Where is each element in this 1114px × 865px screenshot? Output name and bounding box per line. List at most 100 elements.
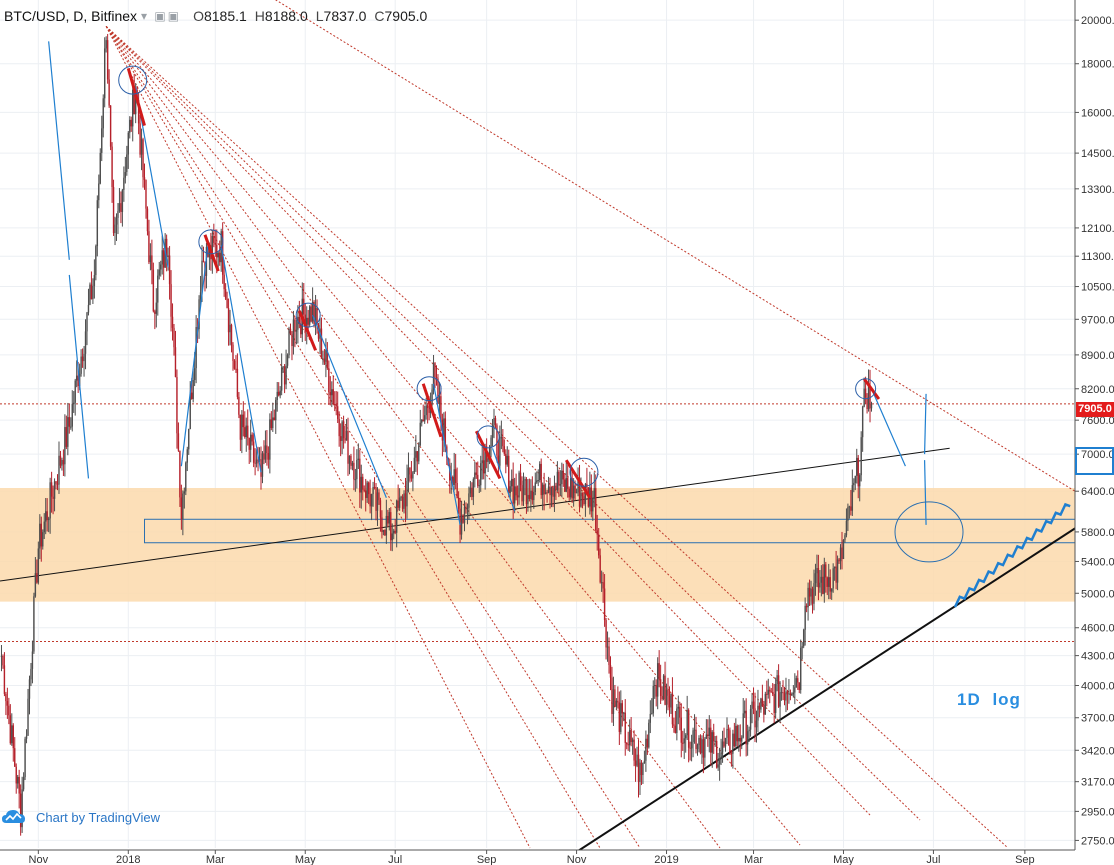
candle-body xyxy=(149,255,152,263)
candle-body xyxy=(513,486,516,504)
candle-body xyxy=(303,298,305,315)
candle-body xyxy=(365,490,367,498)
candle-body xyxy=(761,698,764,707)
candle-body xyxy=(536,480,538,483)
candle-body xyxy=(67,417,69,447)
candle-body xyxy=(764,693,767,715)
candle-body xyxy=(574,485,576,493)
candle-body xyxy=(317,325,320,339)
candle-body xyxy=(161,250,163,265)
candle-body xyxy=(14,748,16,767)
candle-body xyxy=(680,717,682,743)
candle-body xyxy=(825,564,827,578)
candle-body xyxy=(462,515,464,523)
candle-body xyxy=(826,577,828,587)
candle-body xyxy=(572,485,575,499)
candle-body xyxy=(39,523,41,549)
candle-body xyxy=(763,706,765,715)
candle-body xyxy=(487,458,489,462)
candle-body xyxy=(530,490,532,499)
candle-body xyxy=(626,742,628,745)
candle-body xyxy=(749,708,752,730)
candle-body xyxy=(518,472,520,498)
candle-body xyxy=(869,385,871,409)
candle-body xyxy=(53,481,56,499)
candle-body xyxy=(282,366,284,368)
candle-body xyxy=(15,766,17,784)
candle-body xyxy=(106,40,109,80)
tradingview-watermark[interactable]: Chart by TradingView xyxy=(2,806,160,828)
candle-body xyxy=(772,692,774,695)
candle-body xyxy=(376,492,379,511)
candle-body xyxy=(316,307,318,326)
candle-body xyxy=(438,396,441,404)
candle-body xyxy=(183,491,186,494)
candle-body xyxy=(742,713,744,738)
candle-body xyxy=(367,482,370,495)
candle-body xyxy=(611,677,613,714)
candle-body xyxy=(500,436,503,439)
price-tick-label: 7000.0 xyxy=(1081,449,1114,461)
candle-body xyxy=(388,512,391,524)
resistance-mark xyxy=(564,459,592,499)
candle-body xyxy=(795,678,797,688)
candle-body xyxy=(596,530,598,535)
candle-body xyxy=(288,328,290,356)
price-tick-label: 20000.0 xyxy=(1081,15,1114,27)
candle-body xyxy=(244,427,246,438)
candle-body xyxy=(711,732,713,753)
price-tick-label: 4300.0 xyxy=(1081,651,1114,663)
candle-body xyxy=(387,515,389,524)
candle-body xyxy=(506,455,508,465)
candle-body xyxy=(453,469,455,485)
candle-body xyxy=(211,236,214,260)
candle-body xyxy=(463,506,466,523)
candle-body xyxy=(362,476,364,490)
candle-body xyxy=(723,741,725,747)
candle-body xyxy=(568,488,570,498)
candle-body xyxy=(272,417,274,429)
candle-body xyxy=(75,375,78,381)
candle-body xyxy=(224,289,227,299)
legend-settings-icon[interactable]: ▾ ▣▣ xyxy=(141,9,182,23)
candle-body xyxy=(468,493,470,508)
candle-body xyxy=(99,152,101,184)
candle-body xyxy=(242,414,245,428)
candle-body xyxy=(805,605,808,608)
candle-body xyxy=(151,255,153,270)
candle-body xyxy=(515,486,517,496)
candle-body xyxy=(525,479,528,505)
annotation-arrow xyxy=(923,460,927,525)
candle-body xyxy=(117,210,119,218)
candle-body xyxy=(93,275,96,287)
candle-body xyxy=(145,179,147,209)
candle-body xyxy=(539,463,541,480)
candle-body xyxy=(693,729,696,731)
candle-body xyxy=(59,455,62,466)
candle-body xyxy=(714,740,716,742)
candle-body xyxy=(123,177,125,190)
candle-body xyxy=(249,434,252,450)
candle-body xyxy=(36,573,38,583)
high-value: 8188.0 xyxy=(264,8,308,24)
candle-body xyxy=(642,763,644,776)
candle-body xyxy=(193,368,196,381)
candle-body xyxy=(640,762,643,776)
candle-body xyxy=(612,689,615,714)
annotation-arrow xyxy=(432,383,461,525)
low-value: 7837.0 xyxy=(323,8,367,24)
candle-body xyxy=(528,494,531,499)
candle-body xyxy=(621,703,623,714)
candle-body xyxy=(533,491,535,501)
candle-body xyxy=(16,776,19,784)
candle-body xyxy=(121,189,124,212)
candle-body xyxy=(682,742,684,744)
candle-body xyxy=(732,733,734,754)
candle-body xyxy=(850,506,852,511)
candle-body xyxy=(633,739,635,761)
candle-body xyxy=(12,725,14,749)
candle-body xyxy=(710,727,712,753)
symbol-title[interactable]: BTC/USD, D, Bitfinex xyxy=(4,8,138,24)
fan-trendline xyxy=(105,26,1009,849)
